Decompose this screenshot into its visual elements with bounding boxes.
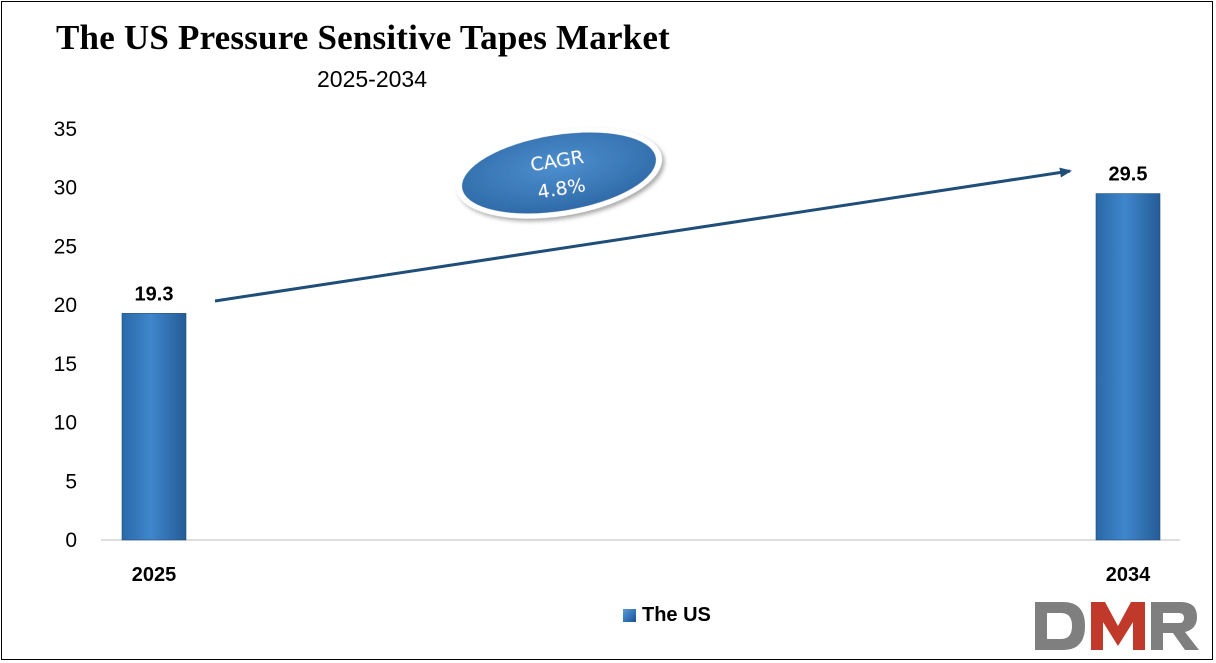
y-tick-label: 20 (54, 294, 77, 317)
x-tick-label: 2034 (1106, 564, 1151, 586)
dmr-logo (1035, 602, 1199, 650)
bar-2025 (121, 313, 187, 541)
cagr-arrow (214, 167, 1072, 303)
y-tick-label: 15 (54, 353, 77, 376)
data-label: 29.5 (1109, 164, 1148, 186)
data-label: 19.3 (135, 283, 174, 305)
y-tick-label: 0 (65, 529, 77, 552)
y-tick-label: 10 (54, 412, 77, 435)
chart-subtitle: 2025-2034 (317, 66, 427, 92)
legend-swatch (623, 609, 636, 622)
y-tick-label: 25 (54, 235, 77, 258)
y-tick-label: 5 (65, 470, 77, 493)
bar-2034 (1095, 193, 1161, 541)
legend: The US (623, 604, 711, 627)
chart-title: The US Pressure Sensitive Tapes Market (56, 18, 670, 57)
x-tick-label: 2025 (132, 564, 177, 586)
y-tick-label: 30 (54, 177, 77, 200)
legend-label: The US (642, 604, 711, 626)
axes: 0 5 10 15 20 25 30 35 (54, 118, 1180, 552)
cagr-ellipse (462, 132, 656, 214)
cagr-arrow-line (214, 167, 1072, 303)
y-tick-label: 35 (54, 118, 77, 141)
bars: 19.3 2025 29.5 2034 (121, 164, 1161, 586)
